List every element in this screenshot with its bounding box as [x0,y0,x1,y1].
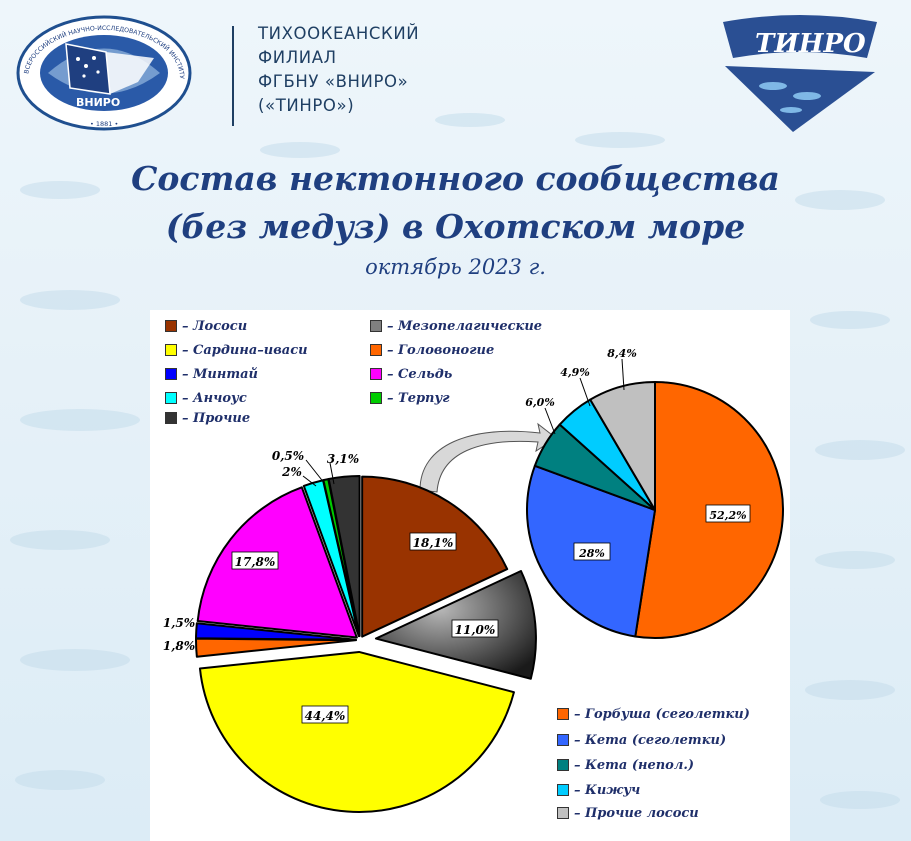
pie2-legend-label-кета-сеголетки: – Кета (сеголетки) [574,732,727,748]
pie1-legend-item-минтай: – Минтай [165,366,258,382]
breakdown-arrow [419,422,557,493]
org-line-4: («ТИНРО») [258,96,355,115]
pie2-legend-item-кижуч: – Кижуч [557,782,640,798]
pie1-slice-минтай [195,622,358,641]
pie1-legend-label-лососи: – Лососи [182,318,248,334]
pie2-legend-swatch-прочие-лососи [557,807,569,819]
pie2-legend-label-кета-непол: – Кета (непол.) [574,757,695,773]
org-line-3: ФГБНУ «ВНИРО» [258,72,409,91]
pie2-label-box-кета-сеголетки [573,542,611,561]
pie1-legend-item-терпуг: – Терпуг [370,390,450,406]
pie1-legend-swatch-лососи [165,320,177,332]
pie1-label-анчоус: 2% [281,465,302,479]
pie2-legend-item-прочие-лососи: – Прочие лососи [557,805,699,821]
pie1-slice-лососи [361,475,509,638]
pie1-legend-label-сельдь: – Сельдь [387,366,453,382]
pie1-label-сардина-иваси: 44,4% [305,709,346,723]
pie1-slice-прочие [327,475,361,638]
pie1-legend-swatch-сардина-иваси [165,344,177,356]
pie2-label-горбуша-сеголетки: 52,2% [709,509,746,522]
pie2-legend-swatch-кижуч [557,784,569,796]
pie1-label-прочие: 3,1% [327,452,359,466]
pie1-label-мезопелагические: 11,0% [455,623,496,637]
pie2-legend-item-горбуша-сеголетки: – Горбуша (сеголетки) [557,706,750,722]
pie1-leader-анчоус [302,475,317,487]
pie1-label-головоногие: 1,8% [163,639,195,653]
pie1-label-box-лососи [409,532,457,551]
pie2-leader-прочие-лососи [621,358,625,391]
pie1-legend-swatch-сельдь [370,368,382,380]
pie1-legend-item-анчоус: – Анчоус [165,390,247,406]
pie1-legend-swatch-головоногие [370,344,382,356]
org-line-1: ТИХООКЕАНСКИЙ [258,24,420,43]
pie2-label-кета-непол: 6,0% [525,396,555,409]
vniro-seal-logo: ВНИРО ВСЕРОССИЙСКИЙ НАУЧНО-ИССЛЕДОВАТЕЛЬ… [14,14,192,131]
pie2-label-кета-сеголетки: 28% [578,547,605,560]
pie1-legend-swatch-анчоус [165,392,177,404]
pie1-label-сельдь: 17,8% [235,555,276,569]
pie1-label-лососи: 18,1% [413,536,454,550]
org-line-2: ФИЛИАЛ [258,48,337,67]
pie1-legend-swatch-терпуг [370,392,382,404]
seal-center-text: ВНИРО [76,96,120,109]
tinro-logo: ТИНРО [723,15,877,132]
pie1-legend-item-сардина-иваси: – Сардина–иваси [165,342,308,358]
pie2-legend-swatch-горбуша-сеголетки [557,708,569,720]
pie2-legend-swatch-кета-сеголетки [557,734,569,746]
pie1-legend-label-мезопелагические: – Мезопелагические [387,318,543,334]
pie1-legend-label-анчоус: – Анчоус [182,390,247,406]
pie1-label-box-мезопелагические [451,619,499,638]
pie1-legend-label-терпуг: – Терпуг [387,390,450,406]
chart-title-line-2: (без медуз) в Охотском море [165,207,746,246]
organization-name: ТИХООКЕАНСКИЙ ФИЛИАЛ ФГБНУ «ВНИРО» («ТИН… [258,22,419,118]
pie2-label-box-горбуша-сеголетки [705,504,751,523]
pie1-leader-терпуг [305,459,326,485]
pie1-leader-прочие [329,462,335,485]
pie2-legend-label-горбуша-сеголетки: – Горбуша (сеголетки) [574,706,750,722]
header-divider [232,26,234,126]
pie2-legend-item-кета-сеголетки: – Кета (сеголетки) [557,732,726,748]
pie1-legend-label-прочие: – Прочие [182,410,251,426]
pie1-legend-label-головоногие: – Головоногие [387,342,495,358]
chart-title-line-1: Состав нектонного сообщества [131,159,780,198]
pie1-label-box-сардина-иваси [301,705,349,724]
pie1-legend-swatch-минтай [165,368,177,380]
pie1-legend-swatch-прочие [165,412,177,424]
pie1-slice-сардина-иваси [198,650,515,813]
pie1-legend-label-сардина-иваси: – Сардина–иваси [182,342,308,358]
pie1-legend-item-мезопелагические: – Мезопелагические [370,318,542,334]
tinro-logo-text: ТИНРО [755,29,866,59]
pie2-legend-swatch-кета-непол [557,759,569,771]
pie1-legend-item-головоногие: – Головоногие [370,342,494,358]
pie2-label-кижуч: 4,9% [560,366,590,379]
pie2-leader-кета-непол [544,407,556,435]
pie1-legend-swatch-мезопелагические [370,320,382,332]
pie1-legend-item-сельдь: – Сельдь [370,366,452,382]
chart-subtitle: октябрь 2023 г. [365,255,546,279]
pie2-legend-label-кижуч: – Кижуч [574,782,641,798]
pie2-slice-прочие-лососи [589,381,656,511]
pie2-leader-кижуч [579,377,591,407]
pie1-legend-item-прочие: – Прочие [165,410,250,426]
pie1-legend-item-лососи: – Лососи [165,318,247,334]
pie1-label-минтай: 1,5% [163,616,195,630]
pie1-legend-label-минтай: – Минтай [182,366,258,382]
pie1-label-терпуг: 0,5% [272,449,304,463]
pie2-legend-label-прочие-лососи: – Прочие лососи [574,805,699,821]
pie1-label-box-сельдь [231,551,279,570]
pie2-label-прочие-лососи: 8,4% [607,347,637,360]
seal-year-text: • 1881 • [90,120,118,128]
pie2-legend-item-кета-непол: – Кета (непол.) [557,757,694,773]
